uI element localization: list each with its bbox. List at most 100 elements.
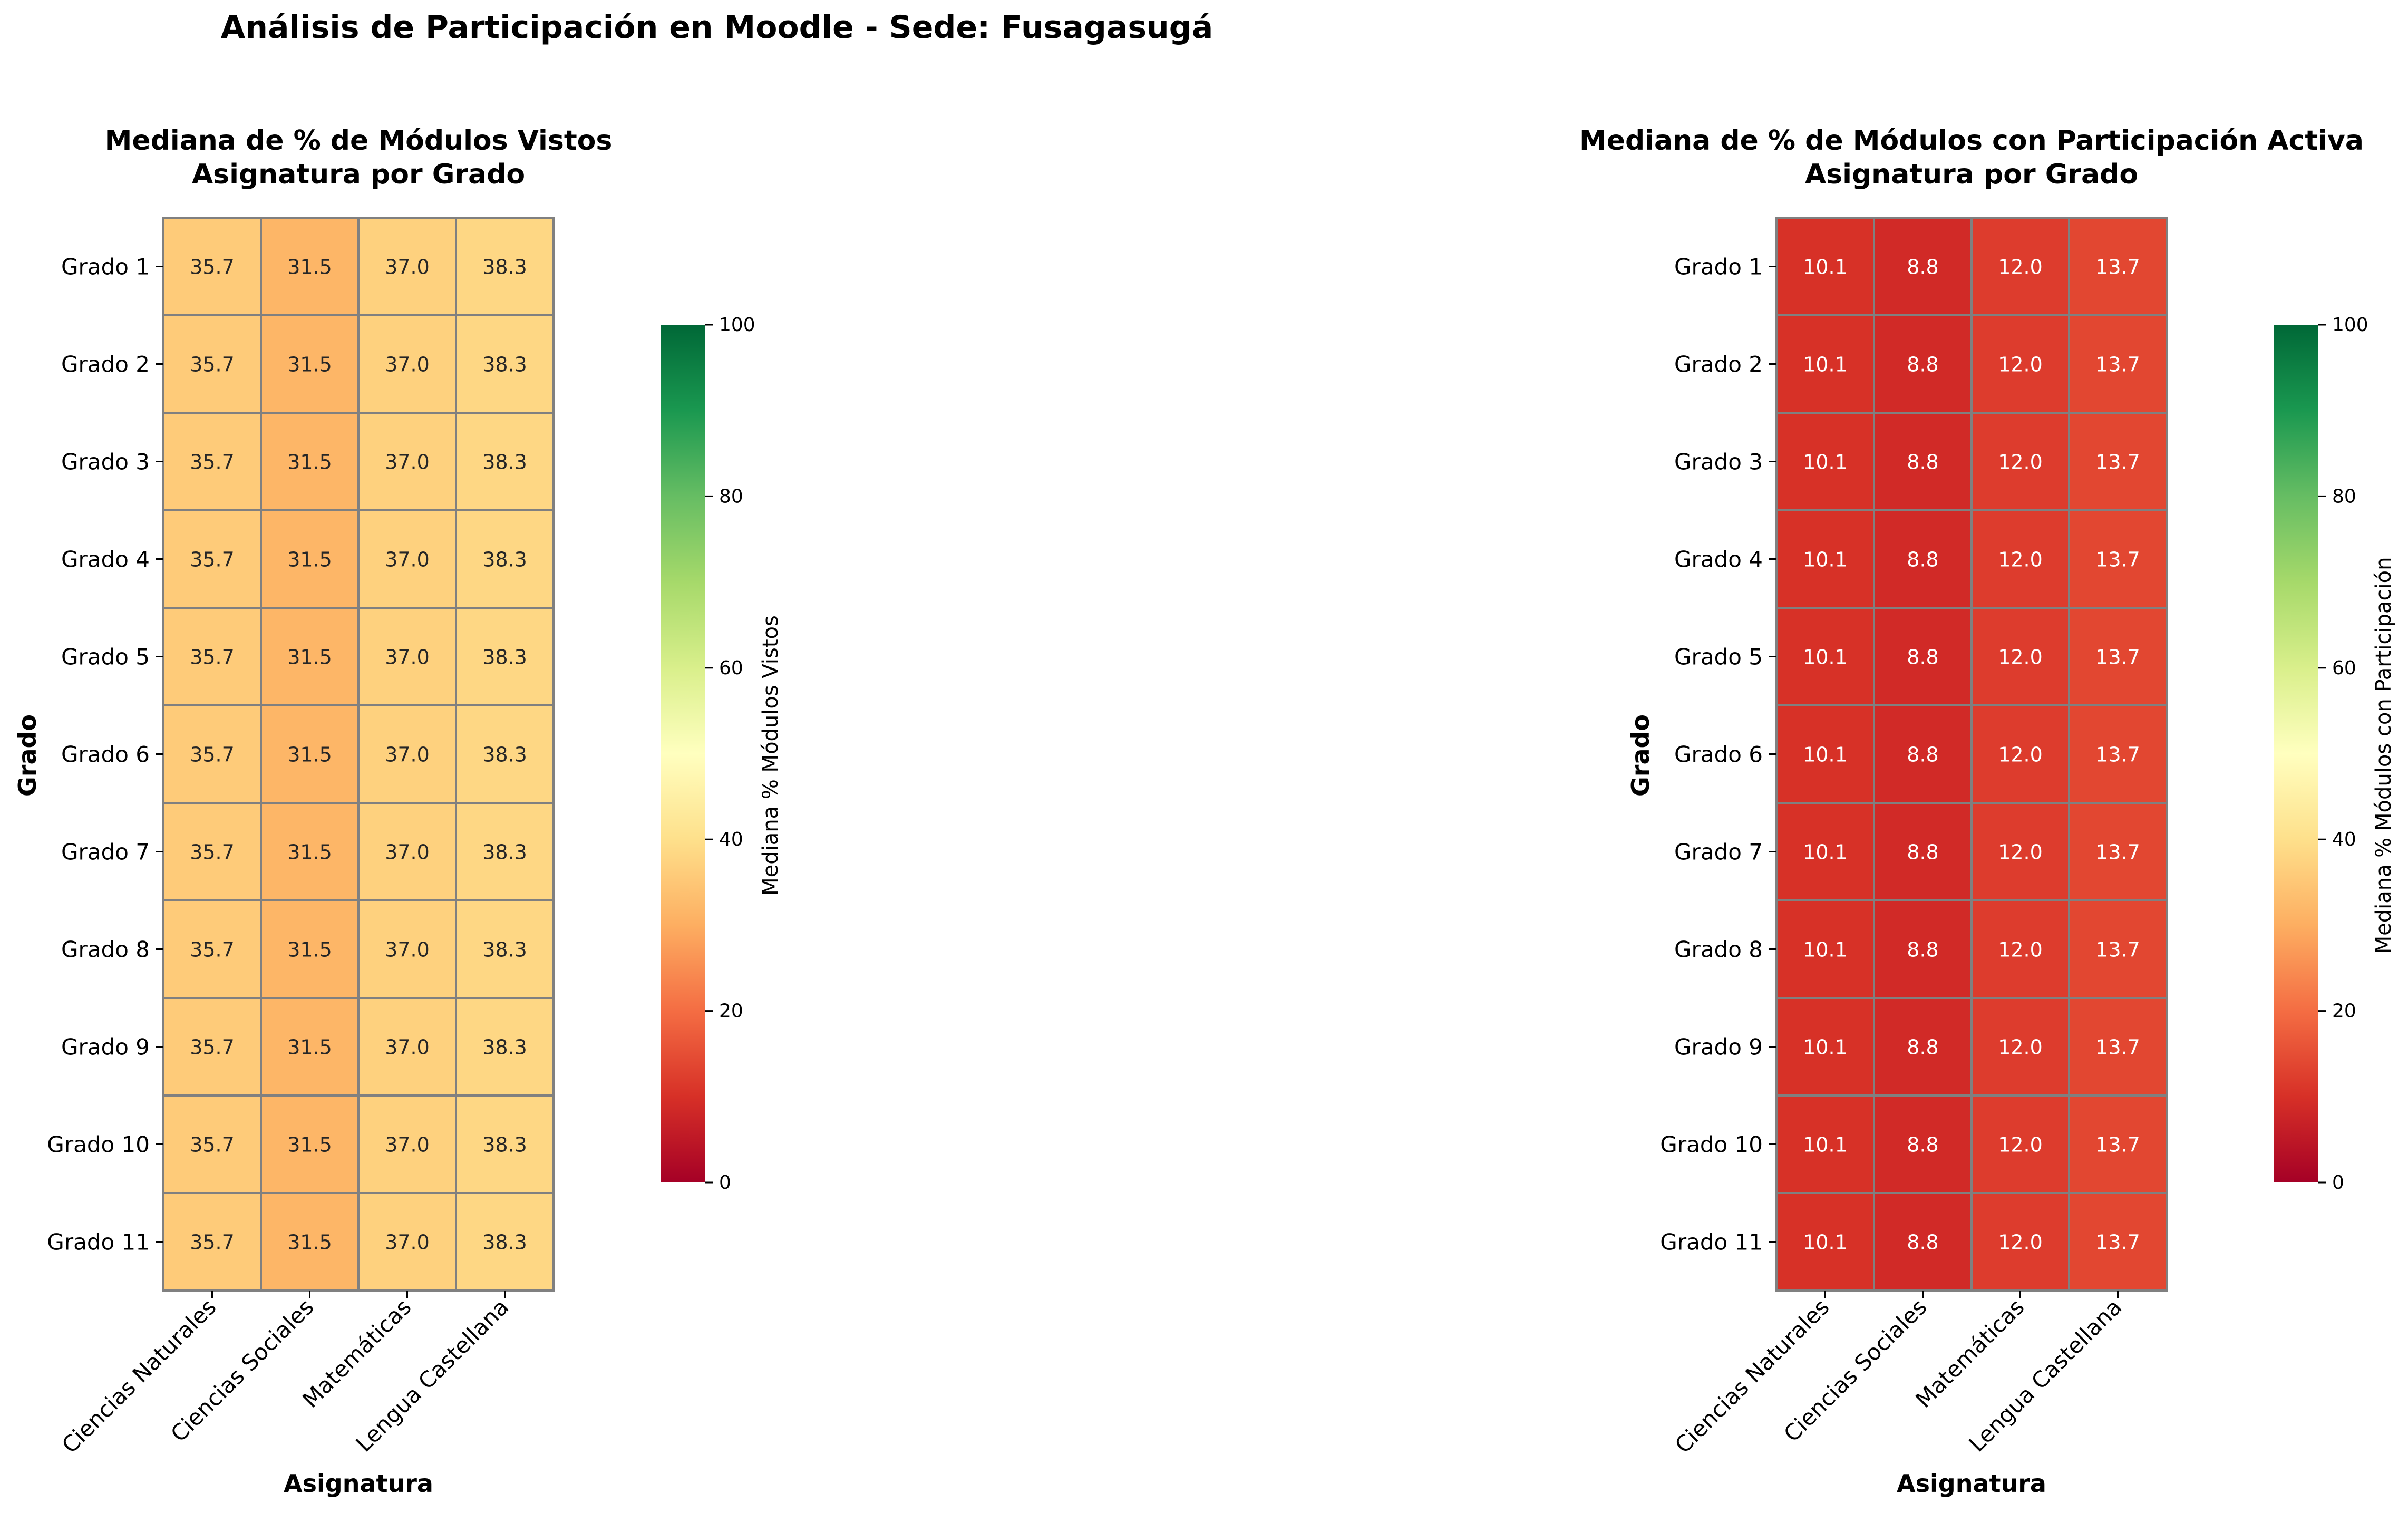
colorbar-gradient xyxy=(2274,325,2318,1182)
cell-value-label: 37.0 xyxy=(385,1231,430,1254)
cell-value-label: 8.8 xyxy=(1907,938,1938,962)
heatmap-cell xyxy=(1775,509,1875,609)
colorbar-gradient xyxy=(661,325,705,1182)
cell-value-label: 31.5 xyxy=(287,353,332,376)
colorbar-tick-label: 100 xyxy=(2332,314,2368,336)
cell-value-label: 37.0 xyxy=(385,938,430,962)
cell-value-label: 10.1 xyxy=(1803,256,1848,279)
cell-value-label: 35.7 xyxy=(190,743,235,767)
heatmap-cell xyxy=(2068,217,2168,316)
cell-value-label: 10.1 xyxy=(1803,938,1848,962)
cell-value-label: 38.3 xyxy=(482,1231,527,1254)
cell-value-label: 10.1 xyxy=(1803,451,1848,474)
colorbar-tick-label: 40 xyxy=(2332,829,2356,850)
y-tick-labels: Grado 1 Grado 2 Grado 3 Grado 4 Grado 5 Grado… xyxy=(1660,254,1776,1255)
cell-value-label: 13.7 xyxy=(2095,256,2140,279)
cell-value-label: 35.7 xyxy=(190,1133,235,1157)
y-tick-label: Grado 11 xyxy=(47,1229,150,1255)
colorbar-tick-label: 60 xyxy=(719,657,743,679)
heatmap-cell xyxy=(357,802,457,901)
colorbar: 0 20 40 60 80 100 xyxy=(2274,314,2368,1194)
y-tick-label: Grado 3 xyxy=(1674,449,1763,475)
cell-value-label: 13.7 xyxy=(2095,353,2140,376)
heatmap-cell xyxy=(2068,997,2168,1097)
heatmap-cell xyxy=(357,704,457,804)
cell-value-label: 10.1 xyxy=(1803,1036,1848,1059)
heatmap-cell xyxy=(1775,899,1875,999)
colorbar: 0 20 40 60 80 100 xyxy=(661,314,755,1194)
heatmap-cell xyxy=(455,314,555,414)
heatmap-cell xyxy=(1873,704,1973,804)
cell-value-label: 35.7 xyxy=(190,353,235,376)
cell-value-label: 35.7 xyxy=(190,646,235,669)
colorbar-label: Mediana % Módulos Vistos xyxy=(759,615,783,896)
heatmap-cell xyxy=(357,607,457,706)
panel-title-line1: Mediana de % de Módulos con Participació… xyxy=(1579,125,2364,157)
heatmap-cell xyxy=(455,802,555,901)
heatmap-cell xyxy=(2068,412,2168,511)
cell-value-label: 10.1 xyxy=(1803,548,1848,571)
colorbar-tick-label: 20 xyxy=(719,1001,743,1022)
heatmap-cell xyxy=(2068,314,2168,414)
heatmap-cell xyxy=(455,704,555,804)
panel-title-line2: Asignatura por Grado xyxy=(1805,159,2138,190)
y-tick-label: Grado 10 xyxy=(47,1132,150,1158)
cell-value-label: 13.7 xyxy=(2095,1231,2140,1254)
y-axis-label: Grado xyxy=(13,714,42,797)
heatmap-cell xyxy=(1775,1094,1875,1194)
y-tick-label: Grado 5 xyxy=(61,644,150,670)
heatmap-cell xyxy=(2068,1094,2168,1194)
heatmap-cell xyxy=(1970,704,2070,804)
heatmap-cell xyxy=(260,217,360,316)
heatmap-cell xyxy=(357,509,457,609)
y-tick-label: Grado 1 xyxy=(1674,254,1763,280)
cell-value-label: 31.5 xyxy=(287,451,332,474)
panel-title-line1: Mediana de % de Módulos Vistos xyxy=(105,125,613,157)
heatmap-cell xyxy=(2068,1192,2168,1292)
cell-value-label: 31.5 xyxy=(287,646,332,669)
cell-value-label: 35.7 xyxy=(190,1036,235,1059)
cell-value-label: 12.0 xyxy=(1998,938,2043,962)
colorbar-tick-label: 0 xyxy=(719,1172,731,1194)
cell-value-label: 31.5 xyxy=(287,1133,332,1157)
cell-value-label: 13.7 xyxy=(2095,743,2140,767)
cell-value-label: 38.3 xyxy=(482,1133,527,1157)
cell-value-label: 8.8 xyxy=(1907,548,1938,571)
heatmap-cell xyxy=(260,509,360,609)
colorbar-label: Mediana % Módulos con Participación xyxy=(2372,557,2396,954)
heatmap-cell xyxy=(2068,509,2168,609)
heatmap-cell xyxy=(260,899,360,999)
heatmap-cell xyxy=(1970,412,2070,511)
y-tick-label: Grado 10 xyxy=(1660,1132,1763,1158)
cell-value-label: 10.1 xyxy=(1803,1231,1848,1254)
cell-value-label: 31.5 xyxy=(287,256,332,279)
cell-value-label: 35.7 xyxy=(190,1231,235,1254)
cell-value-label: 8.8 xyxy=(1907,1133,1938,1157)
colorbar-tick-label: 80 xyxy=(719,486,743,507)
cell-value-label: 38.3 xyxy=(482,1036,527,1059)
heatmap-cell xyxy=(455,412,555,511)
heatmap-cell xyxy=(260,704,360,804)
colorbar-tick-label: 0 xyxy=(2332,1172,2344,1194)
y-tick-label: Grado 5 xyxy=(1674,644,1763,670)
heatmap-cell xyxy=(1970,899,2070,999)
y-tick-label: Grado 2 xyxy=(61,352,150,377)
heatmap-cell xyxy=(162,509,262,609)
cell-value-label: 35.7 xyxy=(190,938,235,962)
heatmap-cell xyxy=(357,217,457,316)
y-tick-labels: Grado 1 Grado 2 Grado 3 Grado 4 Grado 5 Grado… xyxy=(47,254,163,1255)
y-tick-label: Grado 7 xyxy=(61,839,150,865)
heatmap-cell xyxy=(357,899,457,999)
cell-value-label: 31.5 xyxy=(287,548,332,571)
heatmap-cells: 10.1 8.8 12.0 13.7 10.1 8.8 12.0 13.7 10.1 8.8 12.… xyxy=(1775,217,2168,1292)
heatmap-cell xyxy=(1873,1094,1973,1194)
heatmap-cell xyxy=(260,997,360,1097)
cell-value-label: 10.1 xyxy=(1803,1133,1848,1157)
y-tick-label: Grado 2 xyxy=(1674,352,1763,377)
cell-value-label: 35.7 xyxy=(190,256,235,279)
cell-value-label: 8.8 xyxy=(1907,646,1938,669)
cell-value-label: 12.0 xyxy=(1998,256,2043,279)
cell-value-label: 37.0 xyxy=(385,1133,430,1157)
cell-value-label: 38.3 xyxy=(482,646,527,669)
